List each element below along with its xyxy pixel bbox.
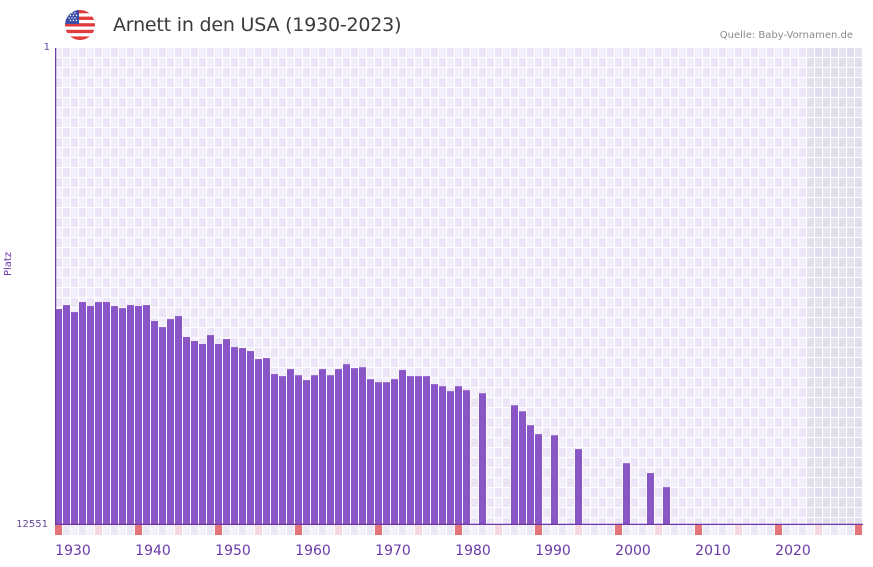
bar-1930[interactable] [55,309,62,525]
x-tick-1990: 1990 [535,543,571,559]
x-tick-1940: 1940 [135,543,171,559]
bar-1950[interactable] [215,344,222,525]
bar-1989[interactable] [527,425,534,525]
bar-1931[interactable] [63,305,70,525]
bar-1961[interactable] [303,380,310,525]
bar-1943[interactable] [159,327,166,525]
bar-1953[interactable] [239,348,246,525]
bar-1936[interactable] [103,302,110,525]
bar-1948[interactable] [199,344,206,525]
bar-1979[interactable] [447,391,454,525]
bar-1949[interactable] [207,335,214,525]
y-axis-title: Platz [3,251,14,276]
bar-1941[interactable] [143,305,150,525]
bar-1954[interactable] [247,351,254,525]
bar-1981[interactable] [463,390,470,525]
bar-1968[interactable] [359,367,366,525]
bar-1965[interactable] [335,369,342,525]
bar-1976[interactable] [423,376,430,525]
bar-1951[interactable] [223,339,230,525]
bar-1945[interactable] [175,316,182,525]
chart-plot-area [55,48,863,525]
x-tick-2000: 2000 [615,543,651,559]
x-tick-1950: 1950 [215,543,251,559]
x-tick-2010: 2010 [695,543,731,559]
x-tick-1960: 1960 [295,543,331,559]
bar-1992[interactable] [551,435,558,525]
bar-1942[interactable] [151,321,158,525]
bar-1969[interactable] [367,379,374,525]
bar-1978[interactable] [439,386,446,525]
bar-1966[interactable] [343,364,350,525]
bar-1947[interactable] [191,341,198,525]
bar-1973[interactable] [399,370,406,525]
bar-1944[interactable] [167,319,174,525]
bar-2006[interactable] [663,487,670,525]
bar-1952[interactable] [231,347,238,525]
bar-1975[interactable] [415,376,422,525]
bar-1983[interactable] [479,393,486,525]
bar-1938[interactable] [119,308,126,525]
x-tick-1980: 1980 [455,543,491,559]
bar-1946[interactable] [183,337,190,525]
bar-1932[interactable] [71,312,78,525]
bar-1987[interactable] [511,405,518,525]
x-tick-1930: 1930 [55,543,91,559]
bar-1939[interactable] [127,305,134,525]
bar-1974[interactable] [407,376,414,525]
bar-1970[interactable] [375,382,382,525]
bar-1980[interactable] [455,386,462,525]
bar-1958[interactable] [279,376,286,525]
bar-1972[interactable] [391,379,398,525]
bar-1962[interactable] [311,375,318,525]
bar-1957[interactable] [271,374,278,525]
bar-1977[interactable] [431,384,438,525]
bar-chart [55,48,863,525]
x-tick-1970: 1970 [375,543,411,559]
source-label: Quelle: Baby-Vornamen.de [719,30,853,41]
bar-1937[interactable] [111,306,118,525]
bar-1959[interactable] [287,369,294,525]
bar-1967[interactable] [351,368,358,525]
bar-1934[interactable] [87,306,94,525]
bar-1956[interactable] [263,358,270,525]
bar-2001[interactable] [623,463,630,525]
bar-1935[interactable] [95,302,102,525]
bar-1933[interactable] [79,302,86,525]
bar-1964[interactable] [327,375,334,525]
bar-1940[interactable] [135,306,142,525]
bar-2004[interactable] [647,473,654,525]
bar-1963[interactable] [319,369,326,525]
bar-1960[interactable] [295,375,302,525]
bar-1995[interactable] [575,449,582,525]
chart-title: Arnett in den USA (1930-2023) [113,14,402,36]
bar-1988[interactable] [519,411,526,525]
bar-1990[interactable] [535,434,542,525]
x-tick-2020: 2020 [775,543,811,559]
year-marker-strip [55,525,862,535]
y-tick-bottom: 12551 [16,519,48,530]
bar-1971[interactable] [383,382,390,525]
y-tick-top: 1 [43,42,50,53]
bar-1955[interactable] [255,359,262,525]
us-flag-icon [65,10,95,40]
